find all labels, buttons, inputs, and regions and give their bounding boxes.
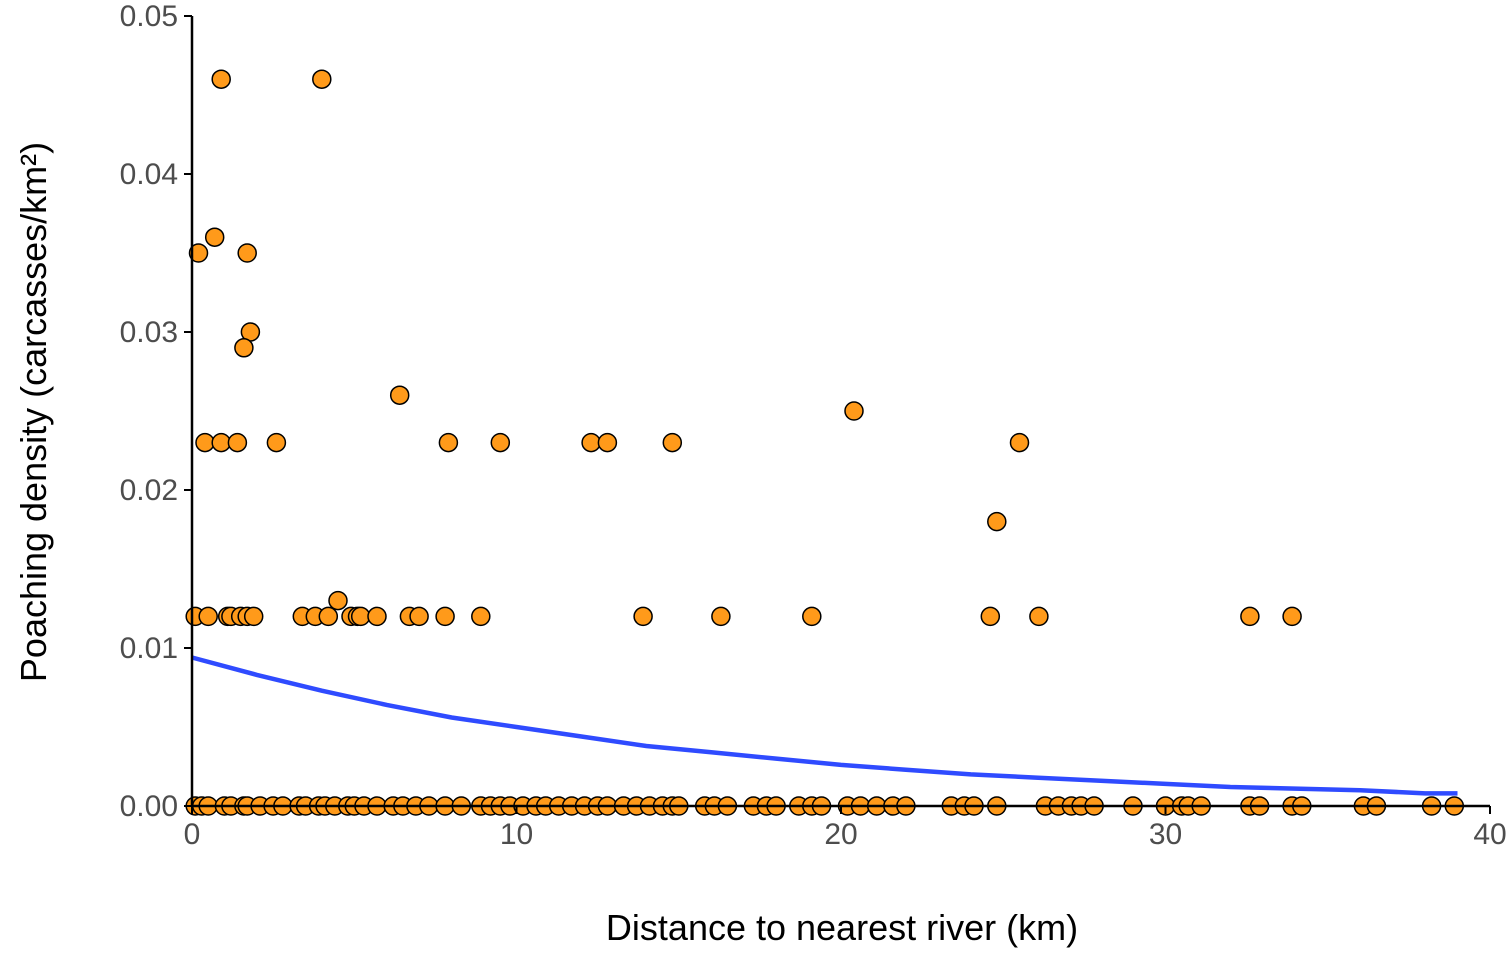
data-point — [662, 432, 683, 453]
data-point — [438, 432, 459, 453]
fit-line — [191, 655, 1458, 796]
data-point — [980, 606, 1001, 627]
data-point — [367, 606, 387, 627]
x-axis-ticks: 0 10 20 30 40 — [184, 806, 1506, 851]
y-tick-label: 0.04 — [120, 158, 178, 191]
data-point — [328, 590, 348, 611]
data-point — [227, 432, 248, 453]
data-point — [633, 606, 653, 627]
data-point — [243, 606, 264, 627]
y-tick-label: 0.01 — [120, 632, 178, 665]
y-tick-label: 0.03 — [120, 316, 178, 349]
x-axis-title: Distance to nearest river (km) — [606, 907, 1078, 948]
data-point — [597, 432, 618, 453]
data-point — [987, 511, 1007, 532]
x-tick-label: 40 — [1473, 818, 1506, 851]
plot-area — [185, 69, 1465, 816]
data-point — [409, 606, 429, 627]
y-tick-label: 0.00 — [120, 790, 178, 823]
data-point — [204, 227, 225, 247]
y-tick-label: 0.02 — [120, 474, 178, 507]
x-tick-label: 20 — [824, 818, 857, 851]
data-point — [1282, 606, 1302, 627]
data-point — [1029, 606, 1049, 627]
x-tick-label: 0 — [184, 818, 201, 851]
y-tick-label: 0.05 — [120, 0, 178, 33]
points-layer — [185, 69, 1465, 816]
data-point — [711, 606, 731, 627]
y-axis-ticks: 0.00 0.01 0.02 0.03 0.04 0.05 — [120, 0, 192, 823]
data-point — [389, 385, 410, 405]
data-point — [435, 606, 455, 627]
data-point — [490, 432, 511, 453]
data-point — [211, 69, 231, 89]
data-point — [195, 432, 215, 453]
data-point — [1240, 606, 1260, 627]
data-point — [237, 243, 257, 263]
data-point — [471, 606, 491, 627]
x-tick-label: 10 — [500, 818, 533, 851]
data-point — [266, 432, 287, 453]
data-point — [198, 606, 218, 627]
data-point — [188, 243, 209, 263]
data-point — [350, 606, 371, 627]
data-point — [211, 432, 231, 453]
x-tick-label: 30 — [1149, 818, 1182, 851]
data-point — [318, 606, 339, 627]
data-point — [234, 338, 254, 358]
data-point — [844, 401, 864, 421]
data-point — [1009, 432, 1030, 453]
data-point — [802, 606, 822, 627]
y-axis-title: Poaching density (carcasses/km²) — [13, 142, 54, 682]
data-point — [581, 432, 601, 453]
data-point — [312, 69, 332, 89]
